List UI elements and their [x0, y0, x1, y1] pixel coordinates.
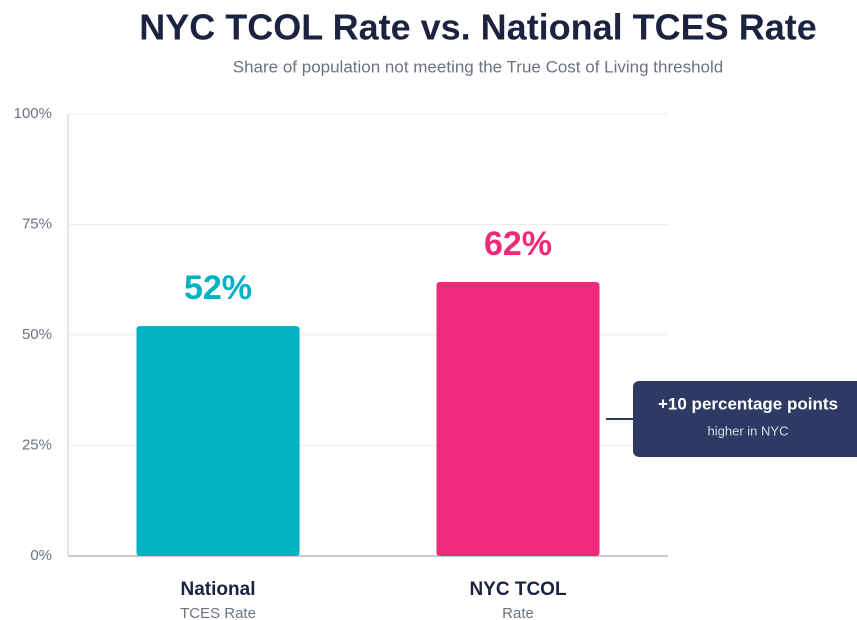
y-tick-label: 25% — [22, 436, 52, 453]
x-tick-label: National — [181, 579, 256, 600]
chart-subtitle: Share of population not meeting the True… — [233, 57, 723, 76]
y-tick-label: 50% — [22, 326, 52, 343]
y-tick-label: 75% — [22, 215, 52, 232]
annotation-box — [633, 381, 857, 457]
x-tick-label: NYC TCOL — [469, 579, 567, 600]
x-tick-sublabel: TCES Rate — [180, 605, 256, 620]
annotation-text: higher in NYC — [708, 423, 789, 438]
annotation-title: +10 percentage points — [658, 394, 838, 413]
bar — [436, 281, 600, 556]
bar — [136, 326, 300, 556]
chart-title: NYC TCOL Rate vs. National TCES Rate — [139, 7, 816, 48]
value-label: 52% — [184, 269, 252, 307]
x-tick-sublabel: Rate — [502, 605, 534, 620]
y-tick-label: 100% — [14, 105, 52, 122]
value-label: 62% — [484, 225, 552, 263]
y-tick-label: 0% — [30, 547, 52, 564]
